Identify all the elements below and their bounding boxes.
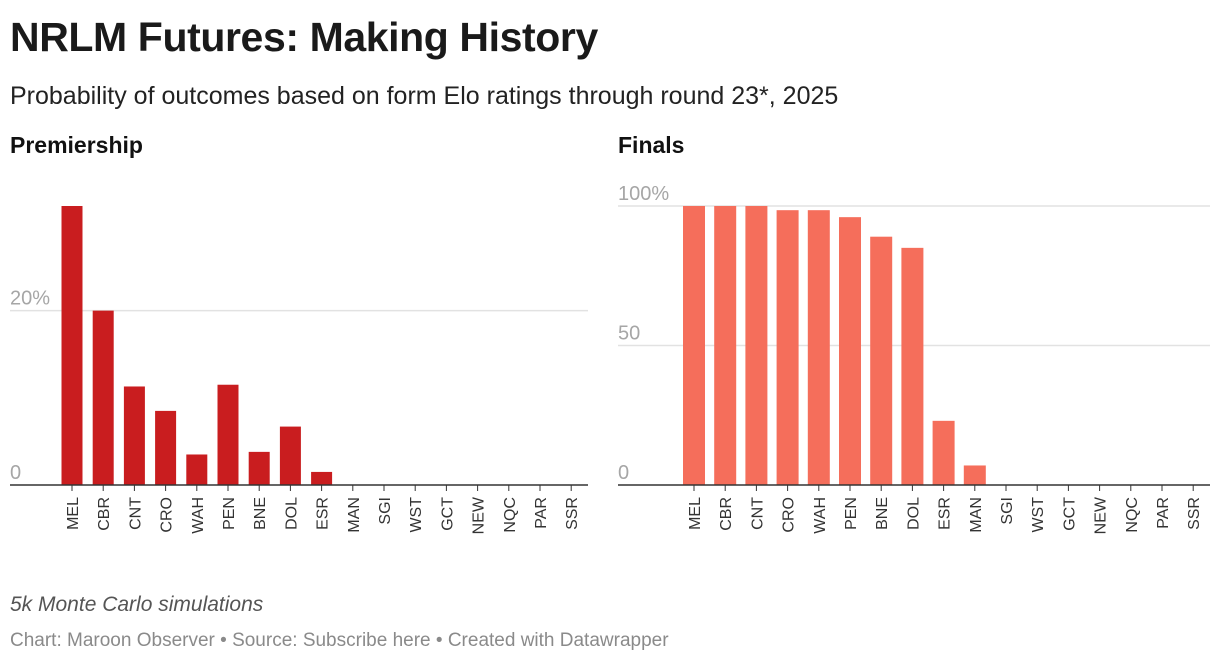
premiership-category-label-pen: PEN [221, 497, 238, 530]
footnote: 5k Monte Carlo simulations [10, 593, 264, 616]
chart-subtitle: Probability of outcomes based on form El… [10, 82, 839, 110]
premiership-category-label-wah: WAH [190, 497, 207, 534]
premiership-category-label-man: MAN [346, 497, 363, 533]
finals-bar-pen [839, 217, 861, 485]
finals-bar-cbr [714, 206, 737, 485]
finals-category-label-wah: WAH [812, 497, 829, 534]
premiership-bar-cbr [92, 310, 114, 485]
premiership-category-label-cro: CRO [159, 497, 176, 533]
finals-ytick-label-0: 0 [618, 462, 629, 484]
finals-category-label-dol: DOL [905, 497, 922, 530]
finals-category-label-mel: MEL [687, 497, 704, 530]
chart-title: NRLM Futures: Making History [10, 14, 598, 60]
premiership-category-label-esr: ESR [315, 497, 332, 530]
finals-category-label-cbr: CBR [718, 497, 735, 531]
finals-category-label-ssr: SSR [1186, 497, 1203, 530]
premiership-bar-wah [186, 454, 208, 485]
premiership-panel-title: Premiership [10, 132, 143, 158]
finals-category-label-gct: GCT [1061, 497, 1078, 531]
finals-bar-cro [776, 210, 799, 485]
premiership-category-label-nqc: NQC [502, 497, 519, 533]
finals-bar-mel [683, 206, 705, 485]
finals-category-label-nqc: NQC [1124, 497, 1141, 533]
premiership-bar-cro [155, 410, 177, 485]
finals-category-label-par: PAR [1155, 497, 1172, 529]
finals-category-label-bne: BNE [874, 497, 891, 530]
premiership-category-label-gct: GCT [439, 497, 456, 531]
finals-chart: 0 50 100% MEL CBR CNT CRO WAH PEN BNE DOL ESR MAN SGI… [618, 183, 1210, 534]
premiership-category-label-cnt: CNT [127, 497, 144, 530]
finals-bar-esr [932, 420, 955, 485]
premiership-category-label-mel: MEL [65, 497, 82, 530]
premiership-bar-esr [311, 471, 333, 485]
premiership-category-label-sgi: SGI [377, 497, 394, 525]
premiership-category-label-cbr: CBR [96, 497, 113, 531]
premiership-category-label-wst: WST [408, 497, 425, 533]
premiership-chart: 0 20% MEL CBR CNT CRO WAH PEN BNE DOL ESR MAN SGI WST… [10, 206, 588, 534]
premiership-ytick-label-20: 20% [10, 288, 50, 310]
premiership-category-label-new: NEW [471, 496, 488, 534]
finals-ytick-label-50: 50 [618, 323, 640, 345]
finals-category-label-esr: ESR [937, 497, 954, 530]
finals-bar-bne [870, 236, 893, 485]
premiership-category-label-par: PAR [533, 497, 550, 529]
premiership-bar-bne [248, 451, 270, 485]
finals-bar-wah [807, 210, 830, 485]
finals-category-label-man: MAN [968, 497, 985, 533]
finals-category-label-cnt: CNT [749, 497, 766, 530]
finals-panel: Finals 0 50 100% MEL CBR CNT CRO WAH PEN BNE DOL ES… [618, 132, 1218, 562]
premiership-panel: Premiership 0 20% MEL CBR CNT CRO WAH PEN BNE DOL… [10, 132, 610, 562]
premiership-bar-dol [279, 426, 301, 485]
premiership-bar-pen [217, 384, 239, 485]
premiership-category-label-dol: DOL [283, 497, 300, 530]
finals-category-label-cro: CRO [781, 497, 798, 533]
finals-bar-cnt [745, 206, 768, 485]
finals-category-label-wst: WST [1030, 497, 1047, 533]
finals-category-label-new: NEW [1093, 496, 1110, 534]
finals-category-label-sgi: SGI [999, 497, 1016, 525]
finals-category-label-pen: PEN [843, 497, 860, 530]
premiership-bar-cnt [123, 386, 145, 485]
credits: Chart: Maroon Observer • Source: Subscri… [10, 630, 669, 651]
finals-bar-man [963, 465, 986, 485]
premiership-category-label-ssr: SSR [564, 497, 581, 530]
premiership-ytick-label-0: 0 [10, 462, 21, 484]
premiership-bar-mel [61, 206, 83, 485]
finals-bar-dol [901, 247, 924, 485]
finals-panel-title: Finals [618, 132, 685, 158]
premiership-category-label-bne: BNE [252, 497, 269, 530]
finals-ytick-label-100: 100% [618, 183, 669, 205]
